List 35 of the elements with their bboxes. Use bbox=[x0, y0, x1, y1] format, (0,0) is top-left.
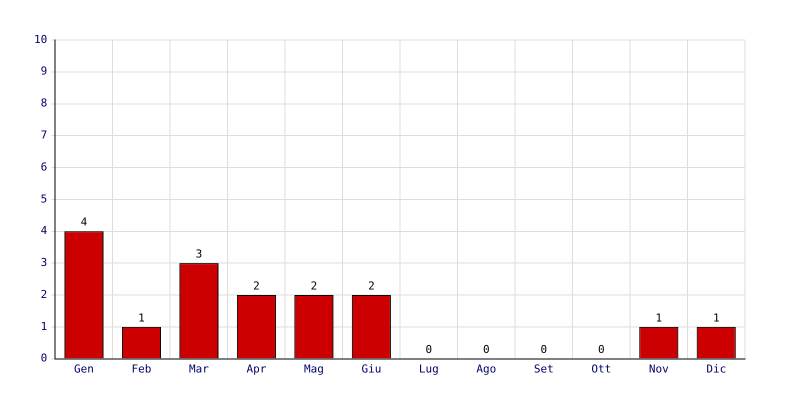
x-tick-label: Gen bbox=[74, 362, 94, 376]
y-tick-label: 10 bbox=[34, 32, 48, 46]
x-tick-label: Dic bbox=[706, 362, 726, 376]
x-tick-label: Apr bbox=[246, 362, 267, 376]
x-tick-label: Set bbox=[534, 362, 554, 376]
x-tick-label: Giu bbox=[361, 362, 382, 376]
x-tick-label: Mar bbox=[189, 362, 210, 376]
y-tick-label: 7 bbox=[40, 128, 48, 142]
x-tick-label: Lug bbox=[418, 362, 439, 376]
y-tick-label: 8 bbox=[40, 96, 48, 110]
data-label: 1 bbox=[712, 311, 720, 324]
data-label: 3 bbox=[196, 248, 202, 261]
y-tick-label: 1 bbox=[40, 320, 48, 333]
y-tick-label: 3 bbox=[40, 256, 48, 270]
x-tick-label: Nov bbox=[648, 362, 670, 376]
data-label: 0 bbox=[598, 343, 605, 356]
x-tick-label: Mag bbox=[304, 362, 324, 376]
x-tick-label: Ott bbox=[591, 362, 612, 376]
data-label: 0 bbox=[540, 343, 548, 356]
y-tick-label: 9 bbox=[40, 64, 48, 78]
data-label: 0 bbox=[426, 343, 432, 356]
y-tick-label: 4 bbox=[40, 224, 48, 238]
data-label: 1 bbox=[138, 311, 145, 324]
data-label: 0 bbox=[483, 343, 490, 356]
y-tick-label: 2 bbox=[40, 288, 48, 301]
y-tick-label: 0 bbox=[40, 352, 48, 365]
data-label: 1 bbox=[655, 311, 662, 324]
y-tick-label: 6 bbox=[40, 160, 48, 174]
data-label: 2 bbox=[253, 279, 260, 292]
x-tick-label: Ago bbox=[476, 362, 496, 376]
data-label: 2 bbox=[310, 279, 318, 292]
data-label: 2 bbox=[368, 279, 375, 292]
data-label: 4 bbox=[80, 216, 88, 229]
y-tick-label: 5 bbox=[40, 192, 48, 206]
x-tick-label: Feb bbox=[132, 362, 152, 376]
